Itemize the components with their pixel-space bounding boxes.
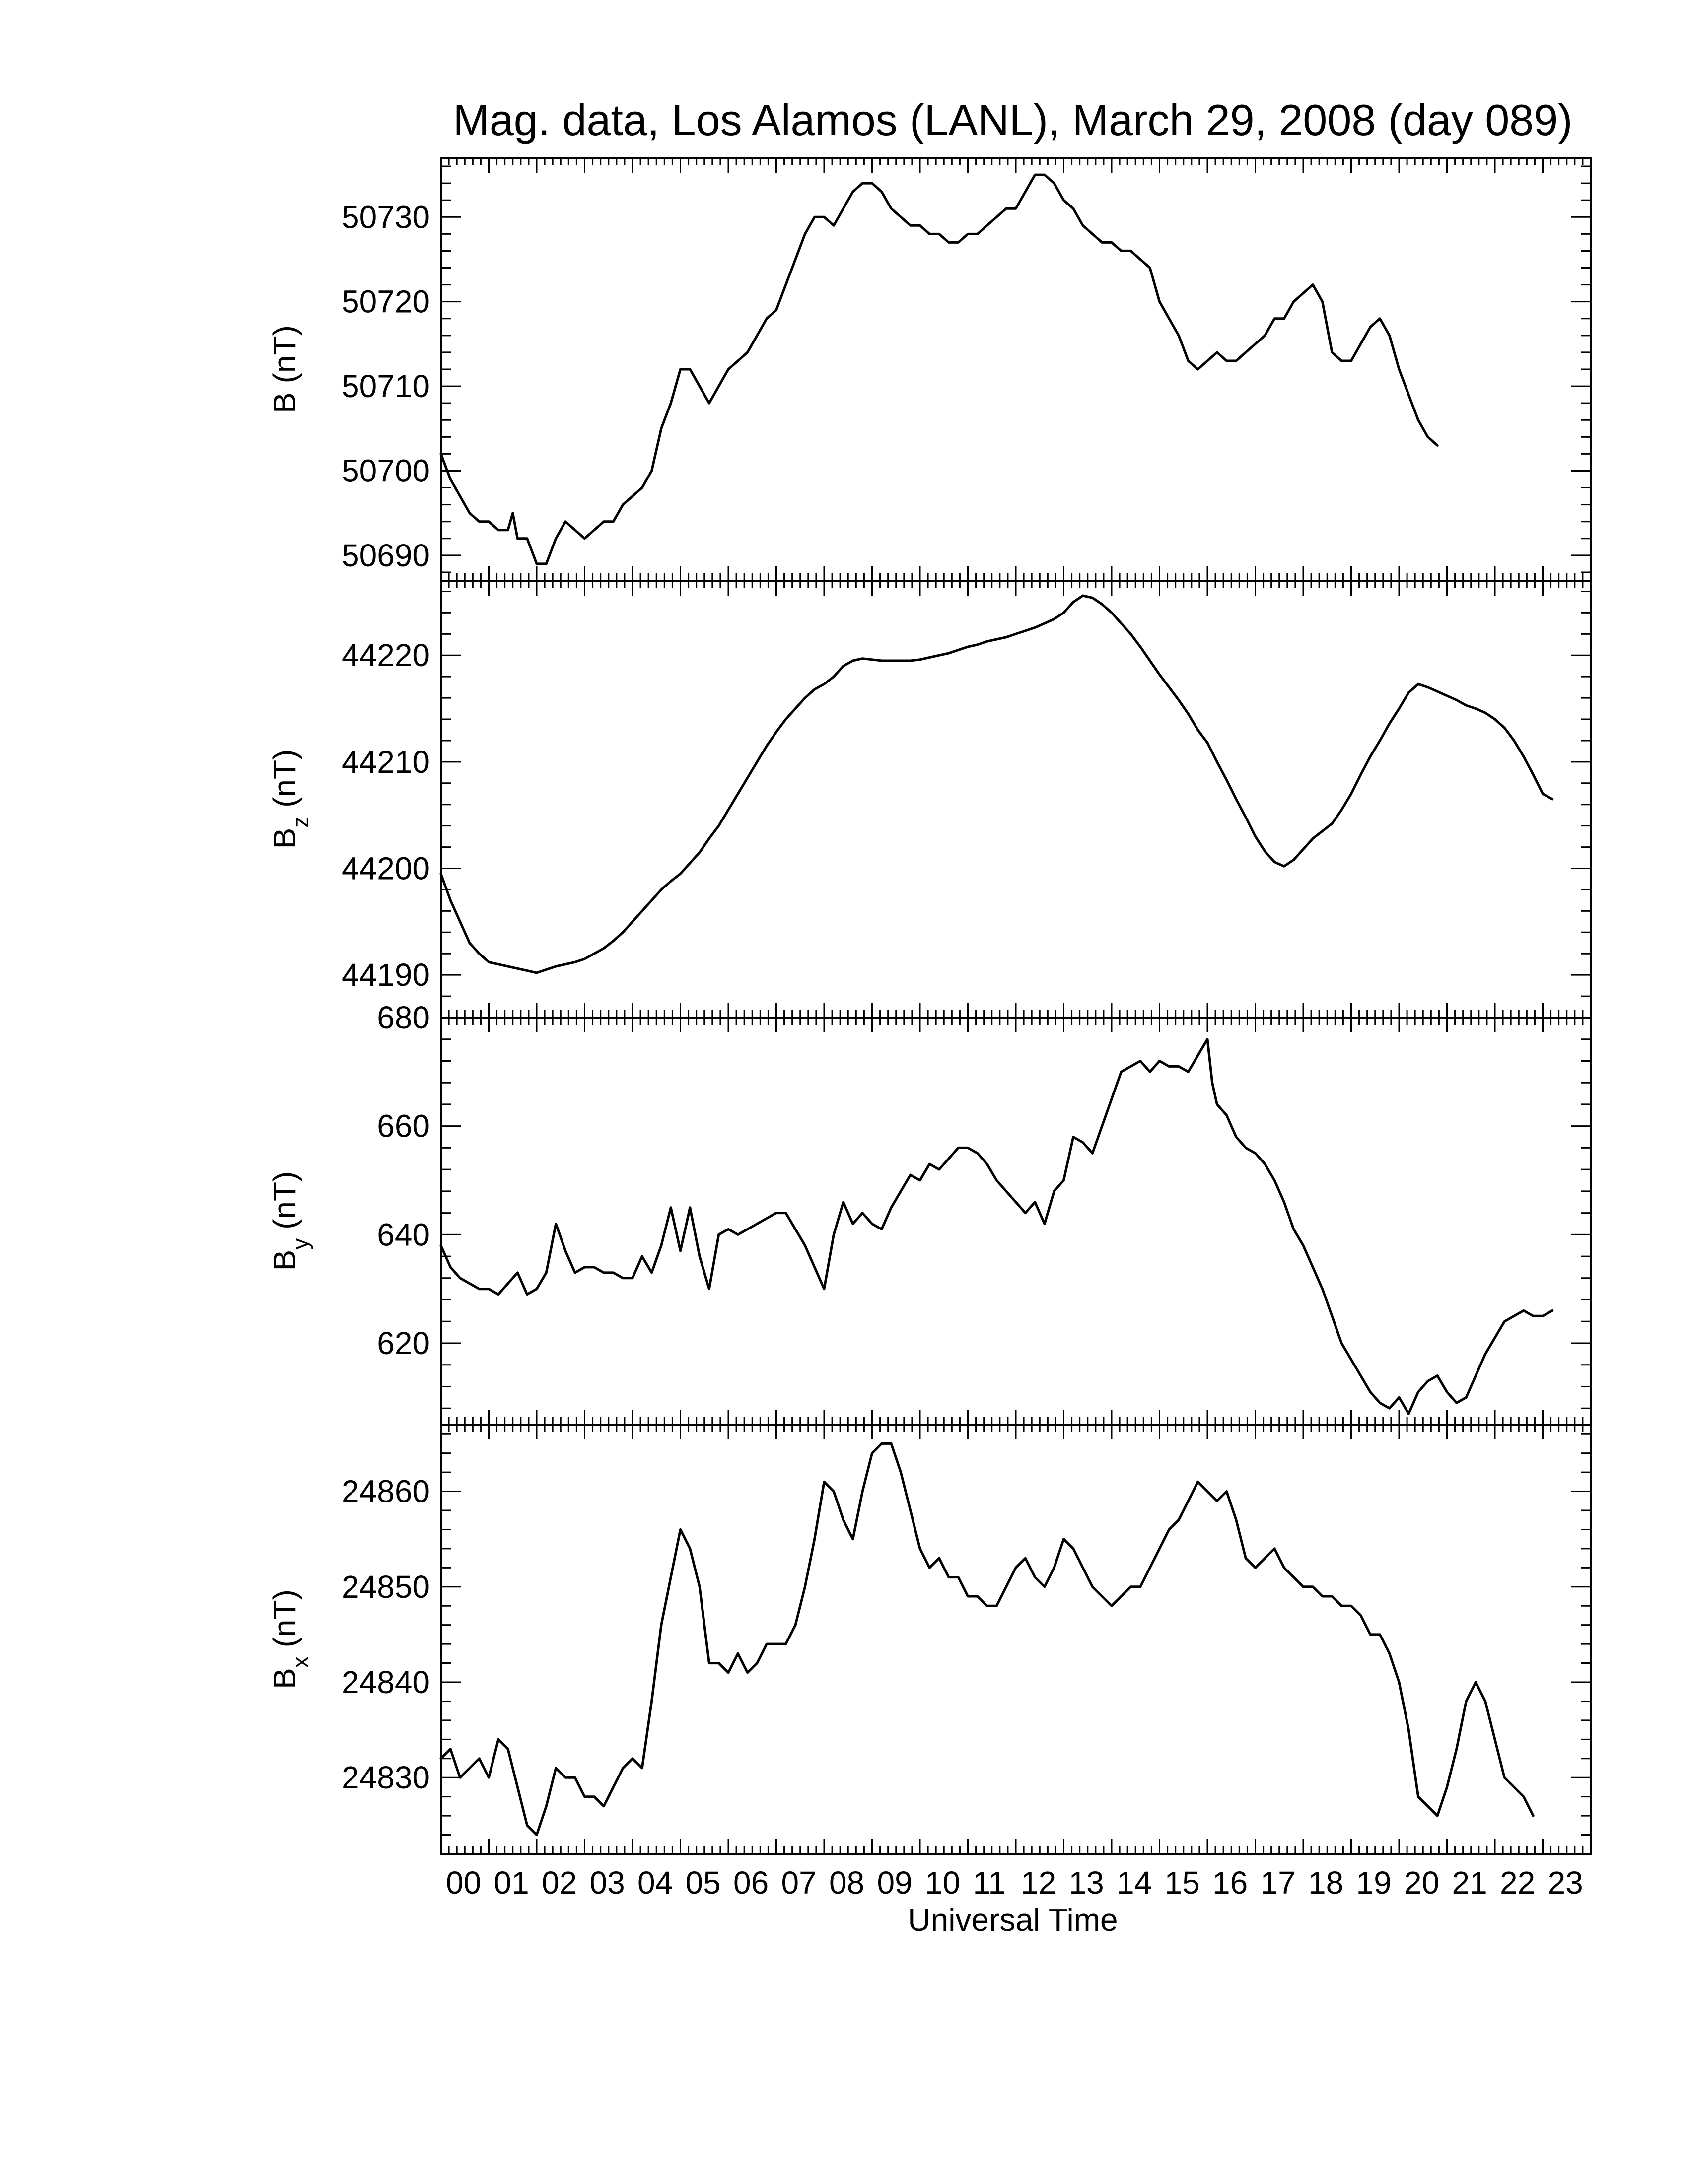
panel-Bx-series-line — [439, 1442, 1535, 1837]
y-axis-label-subscript: y — [287, 1238, 313, 1250]
x-tick-label: 04 — [637, 1865, 673, 1901]
x-tick-label: 12 — [1021, 1865, 1056, 1901]
x-axis-label: Universal Time — [908, 1902, 1118, 1938]
panel-B-y-ticks: 50690 50700 50710 50720 50730 — [342, 165, 1591, 573]
x-tick-label: 11 — [973, 1865, 1006, 1901]
panel-By-y-axis-label: By (nT) — [267, 1171, 313, 1271]
x-tick-label: 02 — [542, 1865, 577, 1901]
x-tick-label: 21 — [1452, 1865, 1487, 1901]
x-tick-label: 10 — [925, 1865, 960, 1901]
panel-Bx-y-tick-label: 24850 — [342, 1569, 430, 1605]
x-tick-label: 16 — [1212, 1865, 1248, 1901]
x-tick-label: 15 — [1165, 1865, 1200, 1901]
panel-By-x-ticks — [440, 1018, 1592, 1425]
x-tick-labels-group: 00 01 02 03 04 05 06 07 08 09 10 11 12 13 14 15 16 17 18 19… — [446, 1865, 1583, 1901]
y-axis-label-unit: (nT) — [267, 750, 302, 817]
panel-Bx-y-tick-label: 24840 — [342, 1664, 430, 1700]
panel-Bz: 44190 44200 44210 44220 Bz (nT) — [267, 580, 1592, 1019]
panel-Bx-y-tick-label: 24860 — [342, 1474, 430, 1509]
panels-group: 50690 50700 50710 50720 50730 B (nT) 44190 4420… — [267, 157, 1592, 1855]
panel-Bx-y-tick-label: 24830 — [342, 1760, 430, 1795]
panel-B-series-line — [439, 173, 1439, 565]
y-axis-label-unit: (nT) — [267, 325, 302, 392]
y-axis-label-main: B — [267, 392, 302, 413]
y-axis-label-unit: (nT) — [267, 1589, 302, 1656]
x-tick-label: 01 — [494, 1865, 529, 1901]
panel-Bz-y-tick-label: 44190 — [342, 957, 430, 993]
x-tick-label: 13 — [1069, 1865, 1104, 1901]
y-axis-label-main: B — [267, 1668, 302, 1689]
panel-B: 50690 50700 50710 50720 50730 B (nT) — [267, 157, 1592, 582]
panel-B-x-ticks — [440, 158, 1592, 581]
y-axis-label-main: B — [267, 828, 302, 849]
panel-By-y-tick-label: 680 — [377, 1000, 430, 1035]
x-tick-label: 06 — [733, 1865, 769, 1901]
panel-Bz-y-axis-label: Bz (nT) — [267, 750, 313, 849]
x-tick-label: 09 — [877, 1865, 913, 1901]
x-tick-label: 20 — [1404, 1865, 1439, 1901]
x-tick-label: 18 — [1308, 1865, 1343, 1901]
panel-By-series-line — [439, 1038, 1554, 1415]
y-axis-label-subscript: z — [287, 817, 313, 828]
x-tick-label: 23 — [1548, 1865, 1583, 1901]
panel-Bz-x-ticks — [440, 581, 1592, 1018]
x-tick-label: 00 — [446, 1865, 481, 1901]
chart-title: Mag. data, Los Alamos (LANL), March 29, … — [453, 95, 1573, 144]
panel-By-y-tick-label: 640 — [377, 1217, 430, 1252]
panel-Bx: 24830 24840 24850 24860 Bx (nT) — [267, 1424, 1592, 1855]
panel-By-y-tick-label: 620 — [377, 1325, 430, 1361]
panel-By-y-ticks: 620 640 660 680 — [377, 1000, 1591, 1409]
x-tick-label: 08 — [829, 1865, 864, 1901]
x-tick-label: 07 — [781, 1865, 817, 1901]
panel-Bx-x-ticks — [440, 1425, 1592, 1854]
panel-B-y-tick-label: 50690 — [342, 538, 430, 573]
x-tick-label: 17 — [1261, 1865, 1296, 1901]
panel-By-y-tick-label: 660 — [377, 1108, 430, 1144]
panel-Bz-y-tick-label: 44210 — [342, 744, 430, 780]
x-tick-label: 22 — [1500, 1865, 1535, 1901]
y-axis-label-main: B — [267, 1250, 302, 1271]
panel-Bx-y-axis-label: Bx (nT) — [267, 1589, 313, 1689]
x-tick-label: 03 — [590, 1865, 625, 1901]
panel-B-y-tick-label: 50730 — [342, 199, 430, 235]
panel-Bx-y-ticks: 24830 24840 24850 24860 — [342, 1433, 1591, 1855]
panel-Bz-y-tick-label: 44200 — [342, 851, 430, 887]
y-axis-label-subscript: x — [287, 1656, 313, 1668]
panel-B-y-tick-label: 50720 — [342, 284, 430, 320]
x-tick-label: 19 — [1356, 1865, 1392, 1901]
panel-B-y-tick-label: 50710 — [342, 368, 430, 404]
x-tick-label: 14 — [1117, 1865, 1152, 1901]
panel-Bz-series-line — [439, 594, 1554, 974]
panel-Bz-y-tick-label: 44220 — [342, 637, 430, 673]
panel-Bz-y-ticks: 44190 44200 44210 44220 — [342, 590, 1591, 1019]
y-axis-label-unit: (nT) — [267, 1171, 302, 1238]
panel-B-y-axis-label: B (nT) — [267, 325, 302, 413]
x-tick-label: 05 — [686, 1865, 721, 1901]
panel-B-y-tick-label: 50700 — [342, 453, 430, 488]
